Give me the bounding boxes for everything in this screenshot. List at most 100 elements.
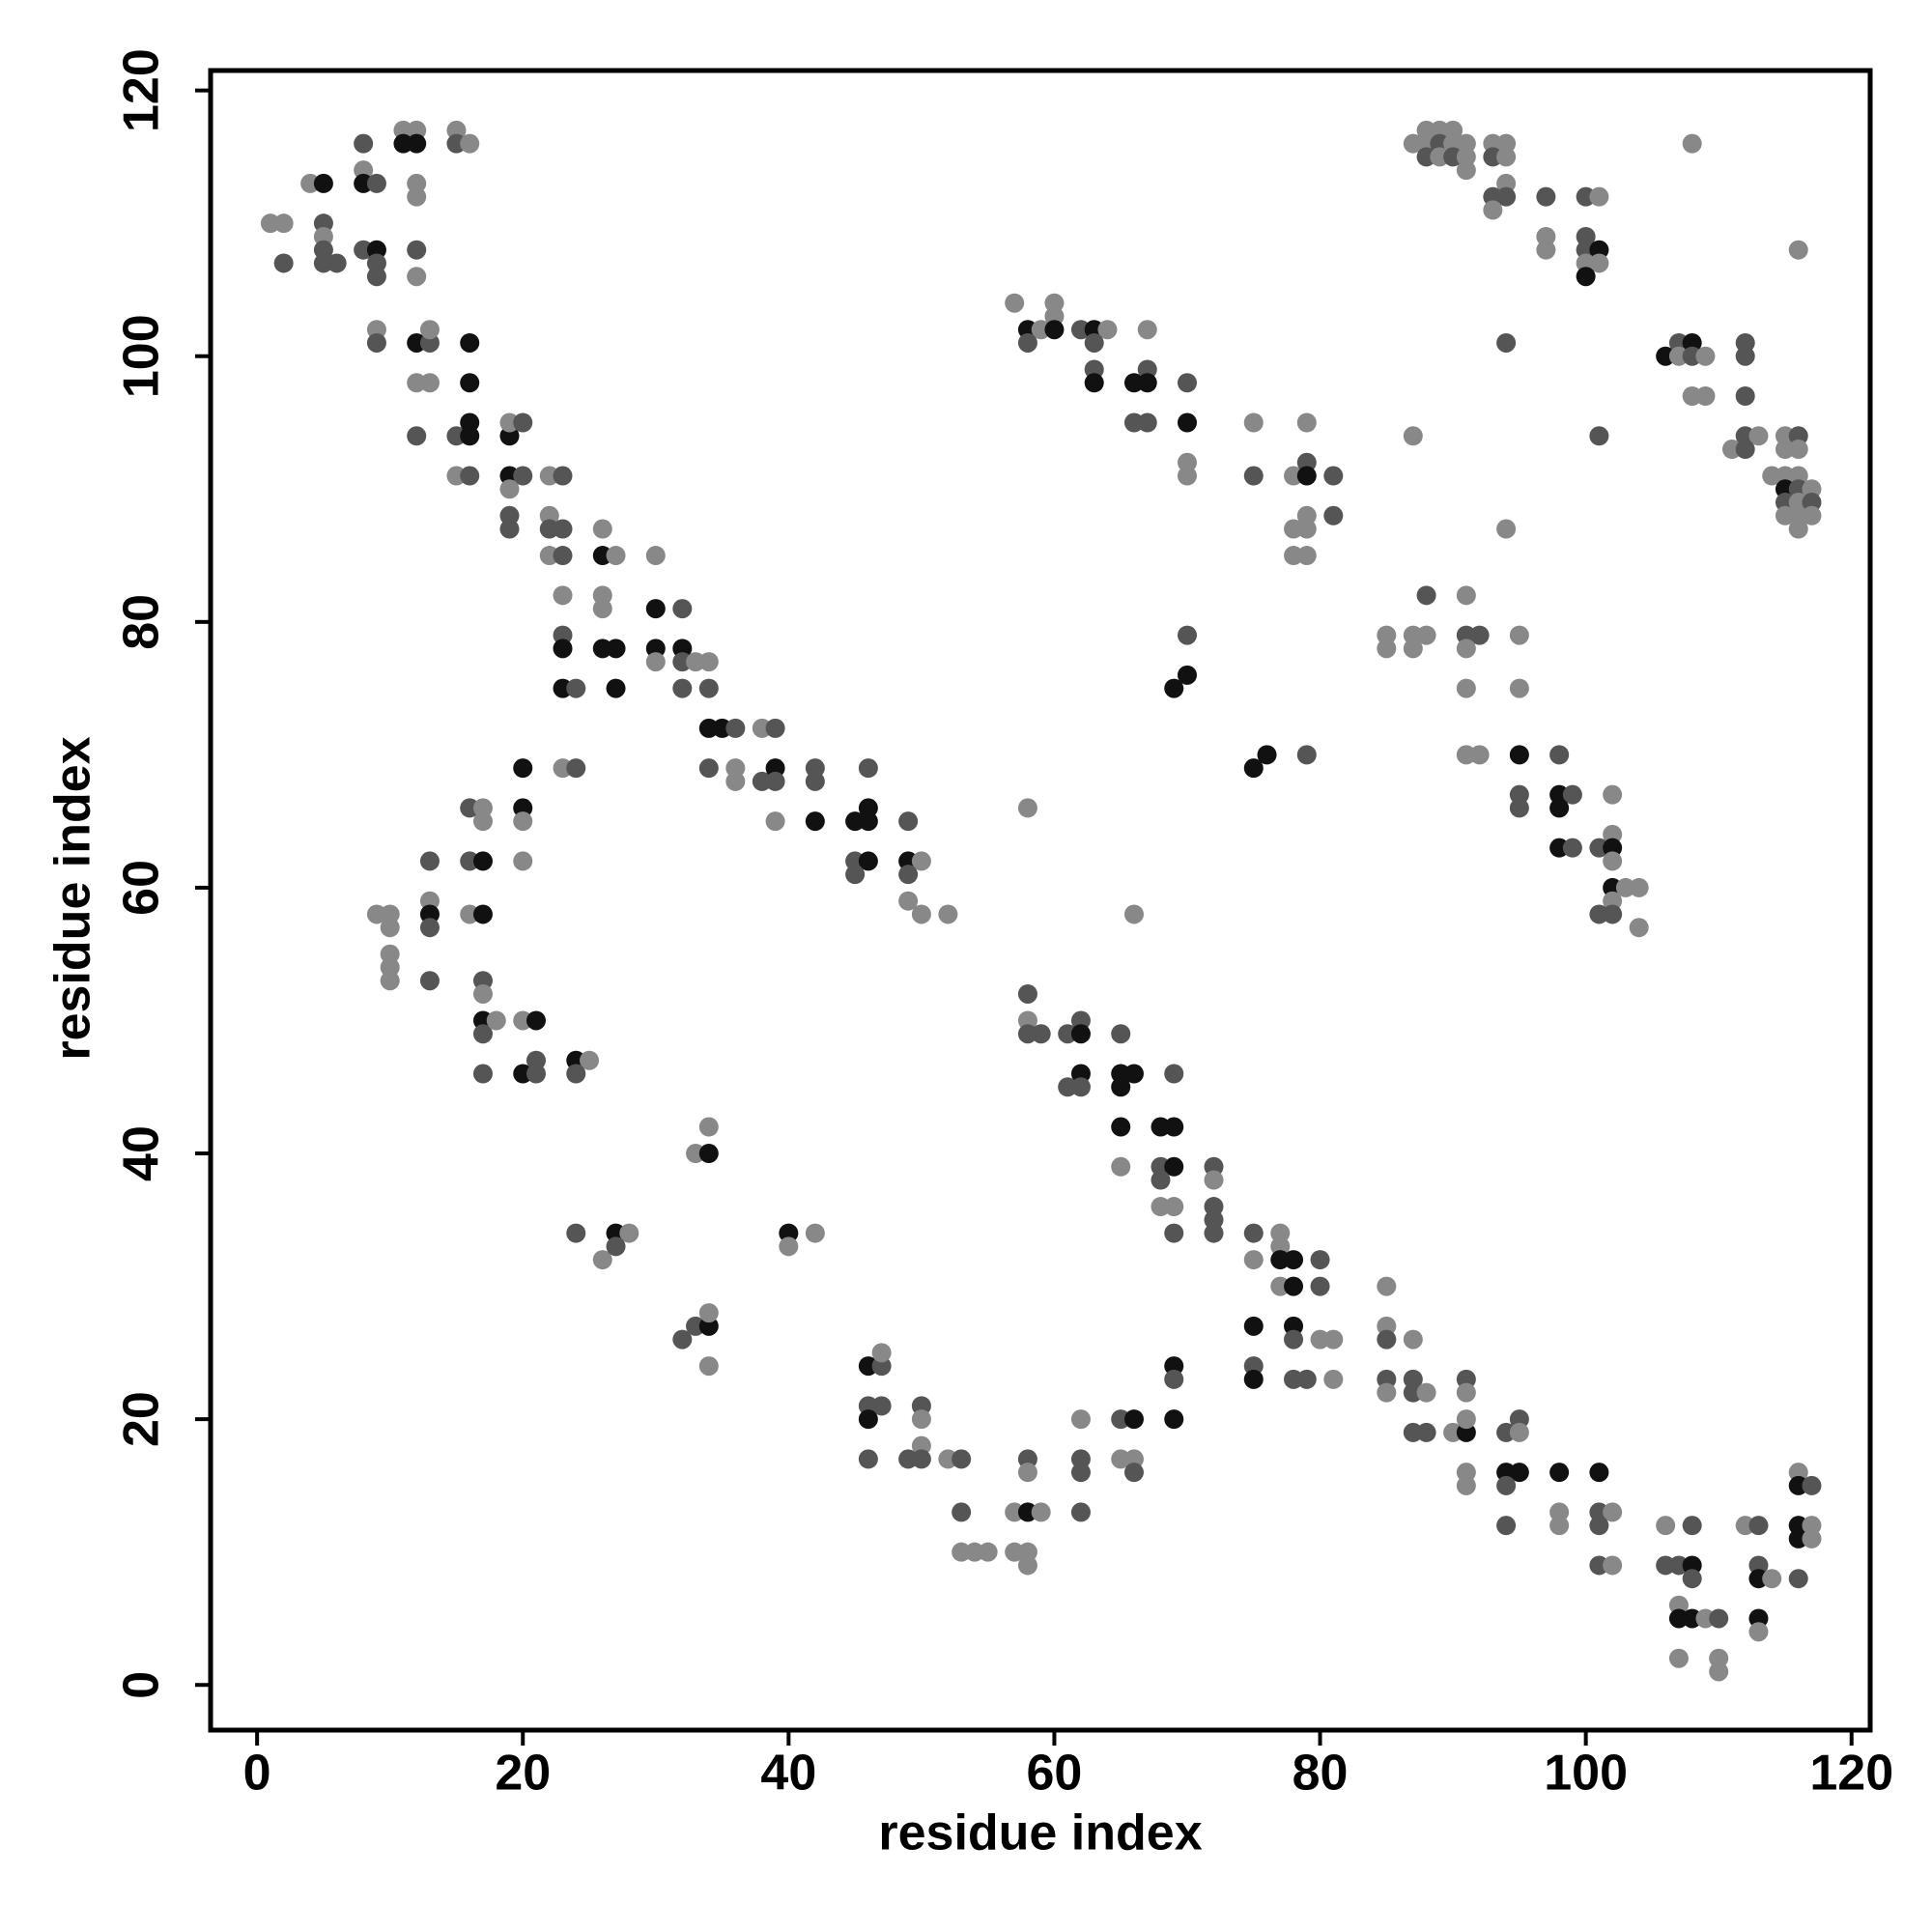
- point: [1164, 1356, 1184, 1377]
- point: [1762, 466, 1782, 486]
- point: [1802, 493, 1822, 513]
- point: [1044, 320, 1065, 340]
- point: [1668, 332, 1689, 353]
- point: [1017, 320, 1037, 340]
- point: [1403, 133, 1423, 154]
- point: [1284, 1276, 1304, 1296]
- point: [1284, 1369, 1304, 1389]
- point: [354, 133, 374, 154]
- point: [446, 120, 467, 140]
- point: [460, 466, 480, 486]
- point: [1070, 1409, 1091, 1430]
- point: [606, 1236, 626, 1257]
- point: [898, 865, 919, 885]
- point: [1682, 385, 1702, 406]
- point: [1483, 147, 1503, 167]
- point: [553, 519, 573, 539]
- point: [606, 639, 626, 659]
- point: [1430, 120, 1450, 140]
- point: [1456, 1409, 1476, 1430]
- point: [553, 585, 573, 606]
- point: [858, 1356, 878, 1377]
- point: [725, 771, 746, 791]
- point: [1243, 1369, 1264, 1389]
- point: [978, 1542, 998, 1562]
- point: [858, 811, 878, 832]
- point: [472, 983, 493, 1004]
- point: [1802, 1516, 1822, 1536]
- point: [1603, 904, 1623, 924]
- point: [1377, 639, 1397, 659]
- point: [419, 373, 440, 393]
- point: [313, 213, 333, 234]
- point: [1682, 332, 1702, 353]
- point: [526, 1010, 546, 1031]
- point: [380, 944, 400, 964]
- point: [1164, 678, 1184, 698]
- point: [952, 1449, 972, 1469]
- point: [300, 173, 321, 193]
- point: [858, 1396, 878, 1416]
- point: [1270, 1236, 1291, 1257]
- point: [1123, 1064, 1144, 1084]
- point: [672, 652, 693, 672]
- point: [1310, 1250, 1330, 1270]
- point: [1496, 1475, 1517, 1495]
- point: [845, 851, 866, 871]
- x-tick-label: 120: [1809, 1746, 1893, 1802]
- point: [898, 851, 919, 871]
- point: [1456, 147, 1476, 167]
- point: [1788, 519, 1808, 539]
- point: [1456, 1382, 1476, 1403]
- point: [1296, 1369, 1317, 1389]
- point: [1576, 226, 1596, 246]
- point: [1430, 147, 1450, 167]
- point: [1775, 466, 1795, 486]
- point: [1603, 1555, 1623, 1576]
- point: [1137, 359, 1157, 380]
- point: [1456, 1463, 1476, 1483]
- point: [1416, 1382, 1436, 1403]
- point: [1137, 412, 1157, 433]
- point: [1483, 200, 1503, 220]
- point: [472, 811, 493, 832]
- point: [366, 332, 386, 353]
- point: [1589, 253, 1609, 273]
- point: [472, 798, 493, 818]
- point: [499, 426, 520, 446]
- point: [1549, 745, 1570, 765]
- point: [1603, 838, 1623, 858]
- point: [871, 1396, 892, 1416]
- point: [606, 546, 626, 566]
- point: [1111, 1449, 1131, 1469]
- point: [1802, 505, 1822, 526]
- point: [1549, 1516, 1570, 1536]
- point: [366, 173, 386, 193]
- point: [419, 851, 440, 871]
- point: [1377, 1276, 1397, 1296]
- point: [539, 546, 559, 566]
- point: [313, 226, 333, 246]
- point: [592, 639, 612, 659]
- point: [513, 466, 533, 486]
- point: [1084, 332, 1104, 353]
- point: [1589, 1463, 1609, 1483]
- x-tick-label: 20: [495, 1746, 551, 1802]
- point: [858, 851, 878, 871]
- point: [1377, 625, 1397, 645]
- point: [1496, 332, 1517, 353]
- point: [1084, 359, 1104, 380]
- point: [752, 771, 772, 791]
- point: [513, 811, 533, 832]
- point: [1775, 440, 1795, 460]
- point: [1017, 1502, 1037, 1522]
- point: [1284, 1316, 1304, 1336]
- point: [712, 718, 732, 738]
- point: [1629, 918, 1649, 938]
- point: [1403, 1369, 1423, 1389]
- y-tick-label: 60: [114, 860, 170, 916]
- point: [1310, 1276, 1330, 1296]
- point: [1044, 306, 1065, 327]
- point: [1456, 160, 1476, 181]
